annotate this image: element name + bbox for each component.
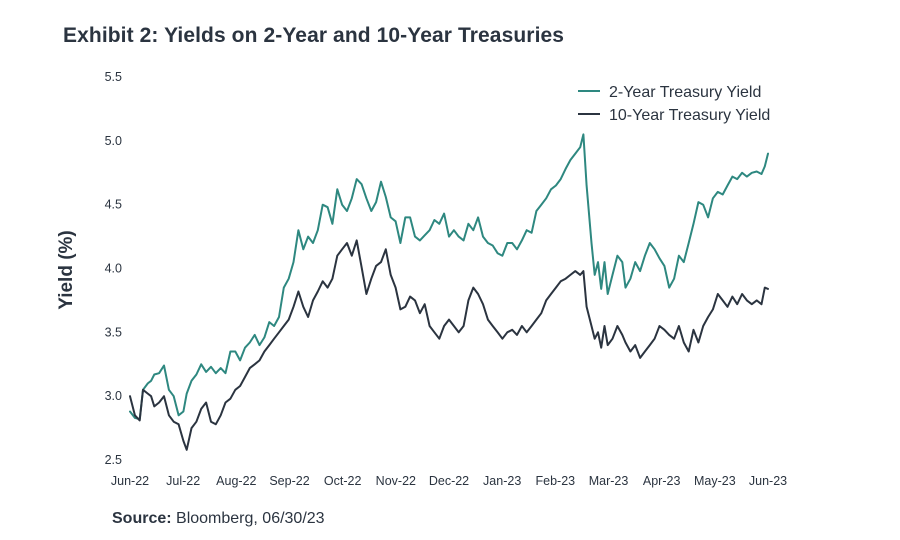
x-tick-label: Aug-22 bbox=[216, 474, 256, 488]
x-tick-label: Jul-22 bbox=[166, 474, 200, 488]
y-tick-label: 5.5 bbox=[105, 70, 122, 84]
y-tick-label: 3.5 bbox=[105, 325, 122, 339]
x-axis: Jun-22 Jul-22 Aug-22 Sep-22 Oct-22 Nov-22 Dec-… bbox=[111, 474, 787, 488]
x-tick-label: Jun-23 bbox=[749, 474, 787, 488]
two-year-yield-line bbox=[129, 133, 769, 421]
x-tick-label: May-23 bbox=[694, 474, 736, 488]
x-tick-label: Sep-22 bbox=[269, 474, 309, 488]
source-text: Bloomberg, 06/30/23 bbox=[171, 510, 325, 527]
legend-label: 2-Year Treasury Yield bbox=[609, 84, 761, 101]
y-axis: 2.5 3.0 3.5 4.0 4.5 5.0 5.5 bbox=[105, 70, 122, 467]
x-tick-label: Apr-23 bbox=[643, 474, 681, 488]
x-tick-label: Dec-22 bbox=[429, 474, 469, 488]
x-tick-label: Feb-23 bbox=[536, 474, 576, 488]
legend: 2-Year Treasury Yield 10-Year Treasury Yi… bbox=[578, 84, 770, 124]
x-tick-label: Jun-22 bbox=[111, 474, 149, 488]
legend-label: 10-Year Treasury Yield bbox=[609, 107, 770, 124]
source-label: Source: bbox=[112, 510, 172, 527]
series-lines bbox=[129, 133, 769, 451]
x-tick-label: Nov-22 bbox=[376, 474, 416, 488]
x-tick-label: Jan-23 bbox=[483, 474, 521, 488]
y-tick-label: 4.5 bbox=[105, 198, 122, 212]
x-tick-label: Oct-22 bbox=[324, 474, 362, 488]
chart-title: Exhibit 2: Yields on 2-Year and 10-Year … bbox=[63, 24, 565, 47]
y-axis-label: Yield (%) bbox=[56, 230, 77, 310]
y-tick-label: 3.0 bbox=[105, 389, 122, 403]
source-note: Source: Bloomberg, 06/30/23 bbox=[112, 510, 325, 528]
y-tick-label: 2.5 bbox=[105, 453, 122, 467]
y-tick-label: 4.0 bbox=[105, 262, 122, 276]
ten-year-yield-line bbox=[129, 239, 769, 451]
y-tick-label: 5.0 bbox=[105, 134, 122, 148]
x-tick-label: Mar-23 bbox=[589, 474, 629, 488]
